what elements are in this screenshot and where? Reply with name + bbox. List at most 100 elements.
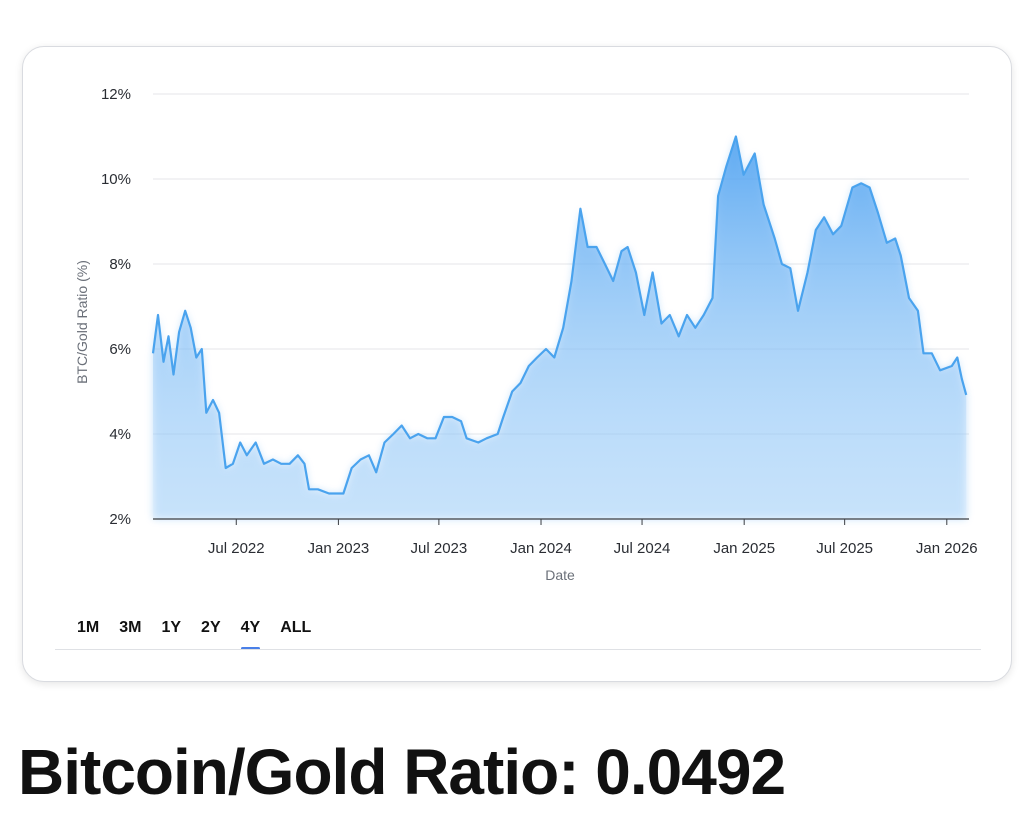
- data-point[interactable]: [399, 423, 404, 428]
- data-point[interactable]: [459, 419, 464, 424]
- data-point[interactable]: [772, 236, 777, 241]
- data-point[interactable]: [685, 313, 690, 318]
- data-point[interactable]: [217, 410, 222, 415]
- data-point[interactable]: [602, 262, 607, 267]
- data-point[interactable]: [341, 491, 346, 496]
- data-point[interactable]: [262, 461, 267, 466]
- btc-gold-ratio-chart[interactable]: 2% 4% 6% 8% 10% 12% Jul 2022 Jan 2023 Jul 2023 Ja…: [23, 47, 1012, 607]
- data-point[interactable]: [156, 313, 161, 318]
- data-point[interactable]: [585, 245, 590, 250]
- data-point[interactable]: [676, 334, 681, 339]
- data-point[interactable]: [433, 436, 438, 441]
- range-tab-1m[interactable]: 1M: [77, 603, 99, 653]
- data-point[interactable]: [667, 313, 672, 318]
- data-point[interactable]: [561, 325, 566, 330]
- data-point[interactable]: [382, 440, 387, 445]
- data-point[interactable]: [741, 172, 746, 177]
- data-point[interactable]: [839, 223, 844, 228]
- range-tab-all[interactable]: ALL: [280, 603, 311, 653]
- data-point[interactable]: [510, 389, 515, 394]
- data-point[interactable]: [391, 432, 396, 437]
- data-point[interactable]: [552, 355, 557, 360]
- data-point[interactable]: [544, 347, 549, 352]
- data-point[interactable]: [625, 245, 630, 250]
- data-point[interactable]: [831, 232, 836, 237]
- data-point[interactable]: [724, 164, 729, 169]
- data-point[interactable]: [949, 364, 954, 369]
- data-point[interactable]: [716, 194, 721, 199]
- data-point[interactable]: [171, 372, 176, 377]
- data-point[interactable]: [955, 355, 960, 360]
- data-point[interactable]: [374, 470, 379, 475]
- data-point[interactable]: [959, 376, 964, 381]
- data-point[interactable]: [611, 279, 616, 284]
- data-point[interactable]: [867, 185, 872, 190]
- data-point[interactable]: [822, 215, 827, 220]
- data-point[interactable]: [501, 415, 506, 420]
- data-point[interactable]: [315, 487, 320, 492]
- data-point[interactable]: [642, 313, 647, 318]
- data-point[interactable]: [270, 457, 275, 462]
- data-point[interactable]: [366, 453, 371, 458]
- data-point[interactable]: [194, 355, 199, 360]
- data-point[interactable]: [204, 410, 209, 415]
- data-point[interactable]: [693, 325, 698, 330]
- data-point[interactable]: [876, 211, 881, 216]
- data-point[interactable]: [796, 308, 801, 313]
- data-point[interactable]: [907, 296, 912, 301]
- data-point[interactable]: [495, 432, 500, 437]
- data-point[interactable]: [295, 453, 300, 458]
- data-point[interactable]: [813, 228, 818, 233]
- data-point[interactable]: [850, 185, 855, 190]
- data-point[interactable]: [898, 253, 903, 258]
- data-point[interactable]: [230, 461, 235, 466]
- data-point[interactable]: [659, 321, 664, 326]
- data-point[interactable]: [788, 266, 793, 271]
- data-point[interactable]: [425, 436, 430, 441]
- data-point[interactable]: [183, 308, 188, 313]
- data-point[interactable]: [211, 398, 216, 403]
- data-point[interactable]: [476, 440, 481, 445]
- data-point[interactable]: [701, 313, 706, 318]
- data-point[interactable]: [166, 334, 171, 339]
- data-point[interactable]: [752, 151, 757, 156]
- data-point[interactable]: [253, 440, 258, 445]
- range-tab-2y[interactable]: 2Y: [201, 603, 221, 653]
- range-tab-4y[interactable]: 4Y: [240, 603, 260, 653]
- data-point[interactable]: [921, 351, 926, 356]
- data-point[interactable]: [287, 461, 292, 466]
- data-point[interactable]: [633, 270, 638, 275]
- data-point[interactable]: [349, 466, 354, 471]
- data-point[interactable]: [450, 415, 455, 420]
- data-point[interactable]: [279, 461, 284, 466]
- data-point[interactable]: [578, 206, 583, 211]
- data-point[interactable]: [238, 440, 243, 445]
- data-point[interactable]: [484, 436, 489, 441]
- data-point[interactable]: [938, 368, 943, 373]
- data-point[interactable]: [805, 270, 810, 275]
- data-point[interactable]: [302, 461, 307, 466]
- range-tab-1y[interactable]: 1Y: [161, 603, 181, 653]
- data-point[interactable]: [416, 432, 421, 437]
- data-point[interactable]: [893, 236, 898, 241]
- data-point[interactable]: [535, 355, 540, 360]
- data-point[interactable]: [441, 415, 446, 420]
- data-point[interactable]: [779, 262, 784, 267]
- data-point[interactable]: [594, 245, 599, 250]
- data-point[interactable]: [929, 351, 934, 356]
- data-point[interactable]: [244, 453, 249, 458]
- data-point[interactable]: [569, 279, 574, 284]
- data-point[interactable]: [518, 381, 523, 386]
- data-point[interactable]: [188, 325, 193, 330]
- data-point[interactable]: [761, 202, 766, 207]
- data-point[interactable]: [650, 270, 655, 275]
- data-point[interactable]: [710, 296, 715, 301]
- data-point[interactable]: [859, 181, 864, 186]
- data-point[interactable]: [358, 457, 363, 462]
- data-point[interactable]: [161, 359, 166, 364]
- data-point[interactable]: [884, 240, 889, 245]
- data-point[interactable]: [177, 330, 182, 335]
- data-point[interactable]: [151, 351, 156, 356]
- data-point[interactable]: [307, 487, 312, 492]
- data-point[interactable]: [199, 347, 204, 352]
